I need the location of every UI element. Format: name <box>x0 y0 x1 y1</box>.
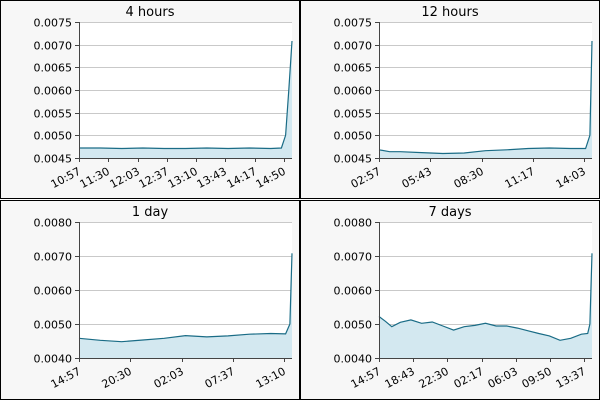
y-tick-label: 0.0060 <box>334 285 373 298</box>
y-tick-label: 0.0040 <box>34 353 73 366</box>
y-tick-label: 0.0080 <box>334 217 373 230</box>
y-tick-label: 0.0050 <box>334 319 373 332</box>
chart-panel-7-days: 7 days0.00800.00700.00600.00500.004014:5… <box>300 200 600 400</box>
y-tick-label: 0.0055 <box>34 108 73 121</box>
y-tick-label: 0.0075 <box>334 17 373 30</box>
y-tick-label: 0.0060 <box>34 85 73 98</box>
y-tick-label: 0.0045 <box>334 153 373 166</box>
series-line <box>378 40 593 155</box>
y-tick-label: 0.0055 <box>334 108 373 121</box>
y-tick-label: 0.0065 <box>334 62 373 75</box>
chart-title: 12 hours <box>421 5 478 20</box>
y-tick-label: 0.0070 <box>334 40 373 53</box>
chart-title: 4 hours <box>126 5 175 20</box>
y-tick-label: 0.0040 <box>334 353 373 366</box>
y-tick-label: 0.0070 <box>34 251 73 264</box>
y-tick-label: 0.0065 <box>34 62 73 75</box>
chart-panel-1-day: 1 day0.00800.00700.00600.00500.004014:57… <box>0 200 300 400</box>
y-tick-label: 0.0050 <box>334 130 373 143</box>
chart-title: 7 days <box>428 205 471 220</box>
series-line <box>378 253 593 341</box>
chart-title: 1 day <box>132 205 169 220</box>
y-tick-label: 0.0050 <box>34 319 73 332</box>
y-tick-label: 0.0060 <box>34 285 73 298</box>
y-tick-label: 0.0060 <box>334 85 373 98</box>
y-tick-label: 0.0070 <box>34 40 73 53</box>
series-line <box>79 40 293 150</box>
y-tick-label: 0.0080 <box>34 217 73 230</box>
y-tick-label: 0.0050 <box>34 130 73 143</box>
chart-panel-4-hours: 4 hours 0.0075 0.0070 0.0065 0.0060 0.0055 0.0… <box>0 0 300 199</box>
y-tick-label: 0.0075 <box>34 17 73 30</box>
series-area <box>379 253 592 358</box>
series-area <box>79 253 292 358</box>
y-tick-label: 0.0045 <box>34 153 73 166</box>
y-tick-label: 0.0070 <box>334 251 373 264</box>
chart-panel-12-hours: 12 hours 0.0075 0.0070 0.0065 0.0060 0.0055 0.… <box>300 0 600 199</box>
series-line <box>78 253 293 343</box>
